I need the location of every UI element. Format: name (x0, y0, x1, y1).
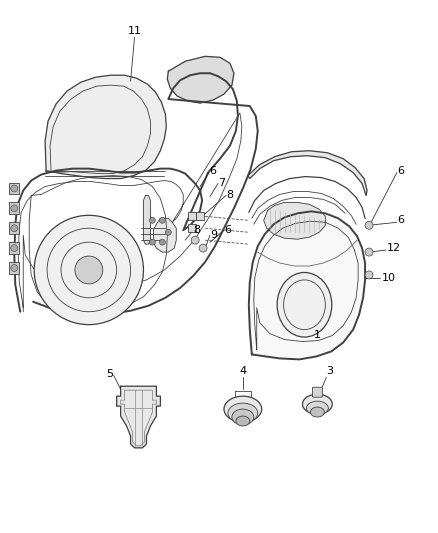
Circle shape (34, 215, 144, 325)
Ellipse shape (236, 416, 250, 426)
Text: 8: 8 (194, 225, 201, 235)
Circle shape (159, 217, 165, 223)
FancyBboxPatch shape (312, 387, 322, 397)
Ellipse shape (228, 403, 258, 423)
Ellipse shape (307, 401, 328, 415)
Circle shape (365, 271, 373, 279)
Ellipse shape (232, 409, 254, 425)
Ellipse shape (224, 396, 262, 422)
Text: 6: 6 (209, 166, 216, 175)
FancyBboxPatch shape (9, 242, 19, 254)
Text: 3: 3 (326, 366, 333, 376)
Text: 6: 6 (397, 166, 404, 175)
Ellipse shape (311, 407, 324, 417)
Text: 5: 5 (106, 369, 113, 379)
Circle shape (365, 221, 373, 229)
FancyBboxPatch shape (9, 182, 19, 195)
Ellipse shape (303, 394, 332, 414)
FancyBboxPatch shape (188, 224, 196, 232)
Polygon shape (144, 196, 150, 244)
Text: 4: 4 (239, 366, 247, 376)
Polygon shape (167, 56, 234, 103)
Circle shape (365, 248, 373, 256)
Circle shape (11, 185, 18, 192)
Polygon shape (117, 386, 160, 448)
Text: 1: 1 (314, 329, 321, 340)
Polygon shape (264, 203, 325, 239)
FancyBboxPatch shape (196, 212, 204, 220)
Circle shape (11, 225, 18, 232)
Text: 8: 8 (226, 190, 233, 200)
Text: 6: 6 (224, 225, 231, 235)
Circle shape (11, 245, 18, 252)
Text: 7: 7 (219, 177, 226, 188)
Circle shape (199, 244, 207, 252)
Polygon shape (248, 151, 367, 196)
Text: 6: 6 (397, 215, 404, 225)
Circle shape (149, 217, 155, 223)
Text: 12: 12 (387, 243, 401, 253)
Polygon shape (45, 75, 166, 179)
Circle shape (149, 239, 155, 245)
FancyBboxPatch shape (188, 212, 196, 220)
Circle shape (165, 229, 171, 235)
Circle shape (159, 239, 165, 245)
Circle shape (11, 205, 18, 212)
Polygon shape (249, 212, 365, 359)
Polygon shape (153, 219, 176, 252)
Circle shape (11, 264, 18, 271)
Circle shape (191, 236, 199, 244)
Ellipse shape (277, 272, 332, 337)
FancyBboxPatch shape (9, 203, 19, 214)
FancyBboxPatch shape (9, 222, 19, 234)
Text: 11: 11 (127, 27, 141, 36)
Text: 9: 9 (211, 230, 218, 240)
FancyBboxPatch shape (9, 262, 19, 274)
Text: 10: 10 (382, 273, 396, 283)
Circle shape (75, 256, 103, 284)
